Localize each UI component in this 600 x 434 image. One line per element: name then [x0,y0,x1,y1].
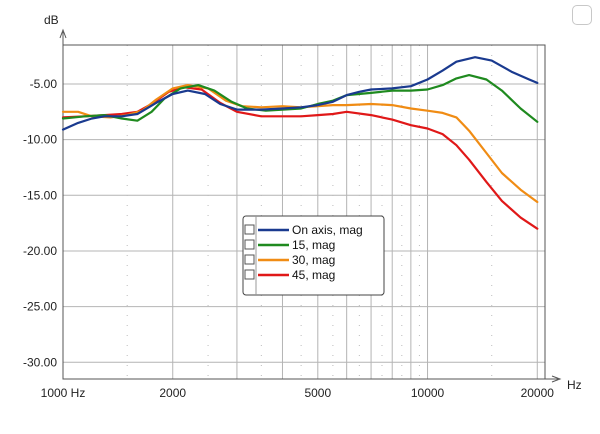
legend-checkbox[interactable] [244,239,255,250]
series-line-2 [61,83,539,204]
series-line-1 [61,73,539,123]
grid-layer [63,45,545,379]
legend-entry-label: On axis, mag [292,223,363,237]
y-tick-label: -10.00 [23,133,57,147]
x-tick-label: 1000 Hz [41,386,86,400]
x-axis-unit-label: Hz [567,378,582,392]
legend-checkbox[interactable] [244,224,255,235]
y-tick-label: -25.00 [23,300,57,314]
legend-checkbox[interactable] [244,254,255,265]
legend-checkbox[interactable] [244,269,255,280]
series-layer [61,56,539,230]
legend-entry-label: 15, mag [292,238,335,252]
y-axis-unit-label: dB [44,13,59,27]
corner-checkbox[interactable] [572,5,592,25]
y-tick-label: -20.00 [23,244,57,258]
y-tick-label: -5.00 [30,77,58,91]
x-tick-label: 20000 [521,386,555,400]
x-axis-arrowhead [551,375,562,383]
x-tick-label: 10000 [411,386,445,400]
plot-frame [62,44,546,380]
x-tick-label: 2000 [159,386,186,400]
axis-arrows [59,28,562,383]
legend-entry-label: 30, mag [292,253,335,267]
x-tick-label: 5000 [304,386,331,400]
tick-labels: -5.00 -10.00 -15.00 -20.00 -25.00 -30.00 1000 … [23,77,554,400]
y-tick-label: -15.00 [23,188,57,202]
y-axis-arrowhead [59,28,67,39]
legend-entry-label: 45, mag [292,268,335,282]
series-line-0 [61,56,539,131]
y-tick-label: -30.00 [23,355,57,369]
